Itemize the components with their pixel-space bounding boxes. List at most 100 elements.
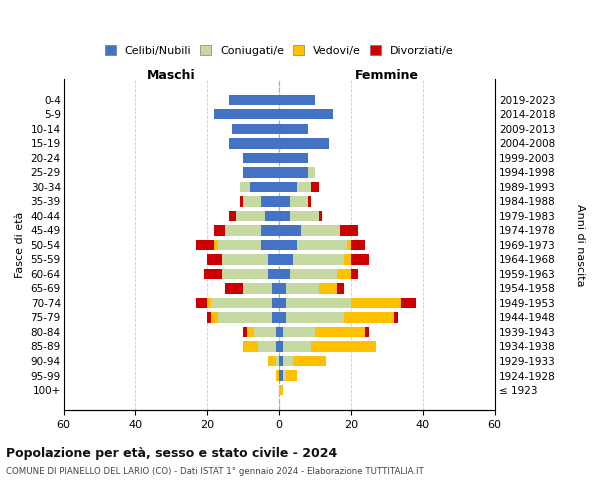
Bar [290,210,319,221]
Bar [319,283,337,294]
Bar [279,268,290,279]
Bar [239,196,243,206]
Bar [225,283,243,294]
Bar [261,196,279,206]
Bar [268,268,279,279]
Bar [236,210,265,221]
Bar [243,342,257,351]
Bar [311,182,319,192]
Bar [351,268,358,279]
Bar [239,182,250,192]
Bar [340,225,358,235]
Bar [207,312,211,322]
Bar [214,225,225,235]
Bar [221,254,268,264]
Bar [275,370,279,380]
Bar [279,240,297,250]
Bar [283,370,286,380]
Bar [315,326,365,337]
Bar [261,225,279,235]
Bar [311,342,376,351]
Bar [351,298,401,308]
Bar [301,225,340,235]
Bar [279,210,290,221]
Bar [319,210,322,221]
Bar [207,298,211,308]
Bar [279,254,293,264]
Bar [272,312,279,322]
Bar [272,298,279,308]
Y-axis label: Fasce di età: Fasce di età [15,212,25,278]
Bar [257,342,275,351]
Bar [365,326,369,337]
Bar [196,240,214,250]
Bar [308,196,311,206]
Bar [279,385,283,395]
Bar [275,342,279,351]
Bar [394,312,398,322]
Bar [221,268,268,279]
Bar [279,94,315,105]
Legend: Celibi/Nubili, Coniugati/e, Vedovi/e, Divorziati/e: Celibi/Nubili, Coniugati/e, Vedovi/e, Di… [101,42,457,59]
Bar [347,240,351,250]
Bar [232,124,279,134]
Bar [279,109,333,120]
Y-axis label: Anni di nascita: Anni di nascita [575,204,585,286]
Bar [247,326,254,337]
Bar [275,326,279,337]
Bar [279,225,301,235]
Text: Femmine: Femmine [355,70,419,82]
Text: Maschi: Maschi [147,70,196,82]
Bar [196,298,207,308]
Bar [225,225,261,235]
Bar [279,356,283,366]
Bar [279,182,297,192]
Bar [275,356,279,366]
Bar [283,326,315,337]
Bar [279,326,283,337]
Bar [254,326,275,337]
Bar [286,283,319,294]
Bar [211,312,218,322]
Bar [268,356,275,366]
Bar [286,298,351,308]
Bar [243,196,261,206]
Bar [243,167,279,177]
Bar [337,268,351,279]
Bar [279,342,283,351]
Bar [297,182,311,192]
Bar [279,152,308,163]
Bar [297,240,347,250]
Bar [279,167,308,177]
Bar [214,240,218,250]
Bar [351,240,365,250]
Bar [250,182,279,192]
Bar [279,124,308,134]
Bar [293,254,344,264]
Bar [286,312,344,322]
Bar [401,298,416,308]
Bar [344,254,351,264]
Bar [218,240,261,250]
Bar [279,312,286,322]
Text: COMUNE DI PIANELLO DEL LARIO (CO) - Dati ISTAT 1° gennaio 2024 - Elaborazione TU: COMUNE DI PIANELLO DEL LARIO (CO) - Dati… [6,467,424,476]
Bar [344,312,394,322]
Bar [268,254,279,264]
Bar [211,298,272,308]
Bar [351,254,369,264]
Text: Popolazione per età, sesso e stato civile - 2024: Popolazione per età, sesso e stato civil… [6,448,337,460]
Bar [265,210,279,221]
Bar [283,342,311,351]
Bar [283,356,293,366]
Bar [279,370,283,380]
Bar [290,268,337,279]
Bar [290,196,308,206]
Bar [293,356,326,366]
Bar [286,370,297,380]
Bar [279,283,286,294]
Bar [218,312,272,322]
Bar [337,283,344,294]
Bar [229,94,279,105]
Bar [279,196,290,206]
Bar [203,268,221,279]
